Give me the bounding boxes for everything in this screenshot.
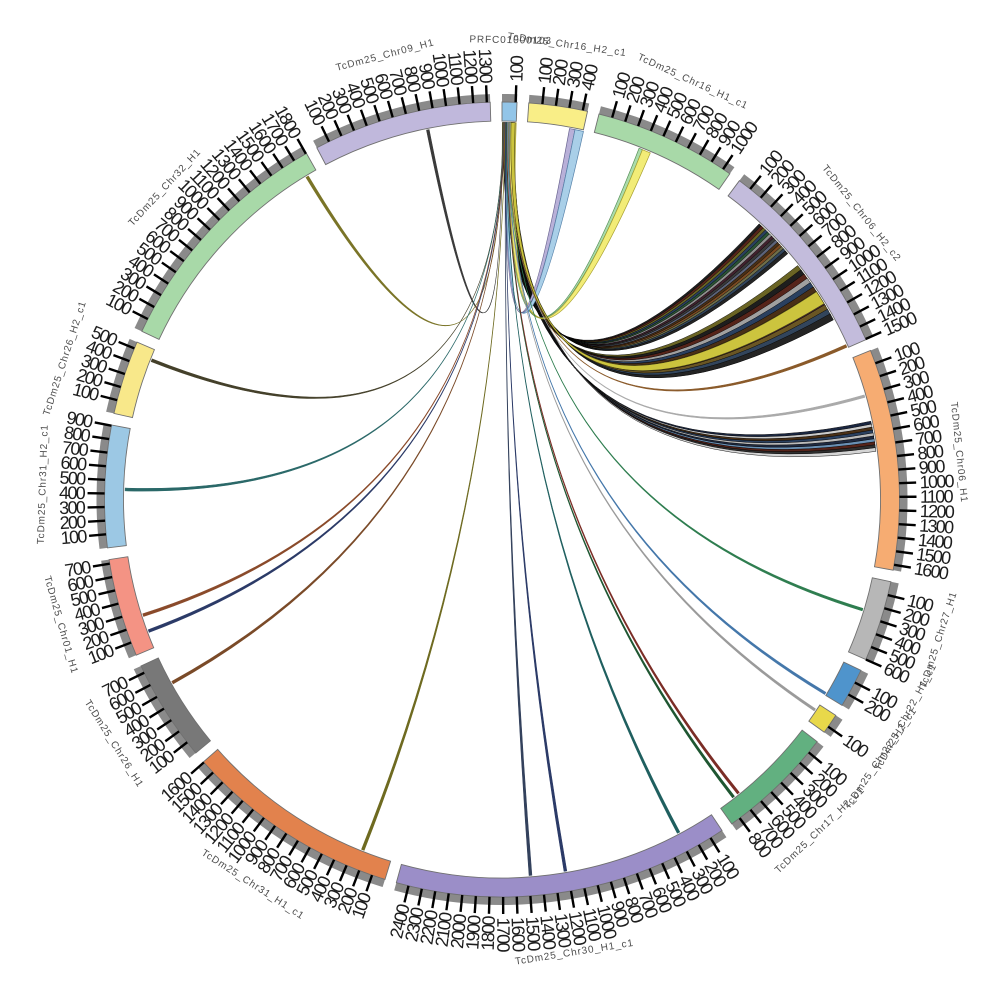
svg-text:2100: 2100 bbox=[432, 911, 457, 948]
svg-text:100: 100 bbox=[535, 56, 558, 85]
svg-text:600: 600 bbox=[912, 411, 942, 435]
svg-text:200: 200 bbox=[59, 512, 87, 533]
svg-text:1500: 1500 bbox=[522, 916, 544, 952]
svg-text:2000: 2000 bbox=[447, 913, 470, 950]
svg-text:500: 500 bbox=[59, 468, 87, 489]
svg-text:300: 300 bbox=[59, 497, 86, 518]
svg-text:TcDm25_Chr31_H2_c1: TcDm25_Chr31_H2_c1 bbox=[36, 424, 51, 544]
svg-text:900: 900 bbox=[65, 407, 95, 432]
svg-text:1400: 1400 bbox=[917, 530, 954, 553]
svg-text:1300: 1300 bbox=[919, 515, 955, 537]
svg-text:1000: 1000 bbox=[429, 51, 454, 88]
svg-text:300: 300 bbox=[563, 60, 587, 90]
svg-text:1400: 1400 bbox=[536, 914, 560, 951]
svg-text:100: 100 bbox=[506, 55, 527, 82]
svg-text:800: 800 bbox=[916, 441, 945, 464]
svg-text:1500: 1500 bbox=[915, 544, 952, 568]
svg-text:900: 900 bbox=[415, 62, 439, 92]
svg-text:1000: 1000 bbox=[919, 471, 955, 492]
svg-text:PRFC01000103: PRFC01000103 bbox=[469, 34, 552, 47]
svg-text:1100: 1100 bbox=[920, 486, 954, 506]
svg-text:700: 700 bbox=[61, 437, 90, 460]
svg-text:400: 400 bbox=[59, 483, 86, 503]
svg-text:1600: 1600 bbox=[508, 917, 529, 953]
svg-text:1900: 1900 bbox=[462, 914, 484, 950]
svg-text:1100: 1100 bbox=[444, 51, 467, 87]
svg-text:700: 700 bbox=[914, 426, 943, 450]
svg-text:1300: 1300 bbox=[475, 48, 496, 84]
svg-text:800: 800 bbox=[63, 422, 92, 446]
svg-text:100: 100 bbox=[60, 526, 88, 548]
svg-text:1300: 1300 bbox=[550, 912, 575, 949]
svg-text:700: 700 bbox=[63, 557, 93, 581]
svg-text:900: 900 bbox=[918, 456, 946, 478]
svg-text:1200: 1200 bbox=[459, 49, 481, 85]
svg-text:1700: 1700 bbox=[493, 917, 513, 952]
svg-text:600: 600 bbox=[60, 452, 88, 474]
svg-text:200: 200 bbox=[549, 58, 572, 87]
svg-text:1800: 1800 bbox=[478, 915, 499, 951]
svg-text:1200: 1200 bbox=[920, 501, 955, 522]
